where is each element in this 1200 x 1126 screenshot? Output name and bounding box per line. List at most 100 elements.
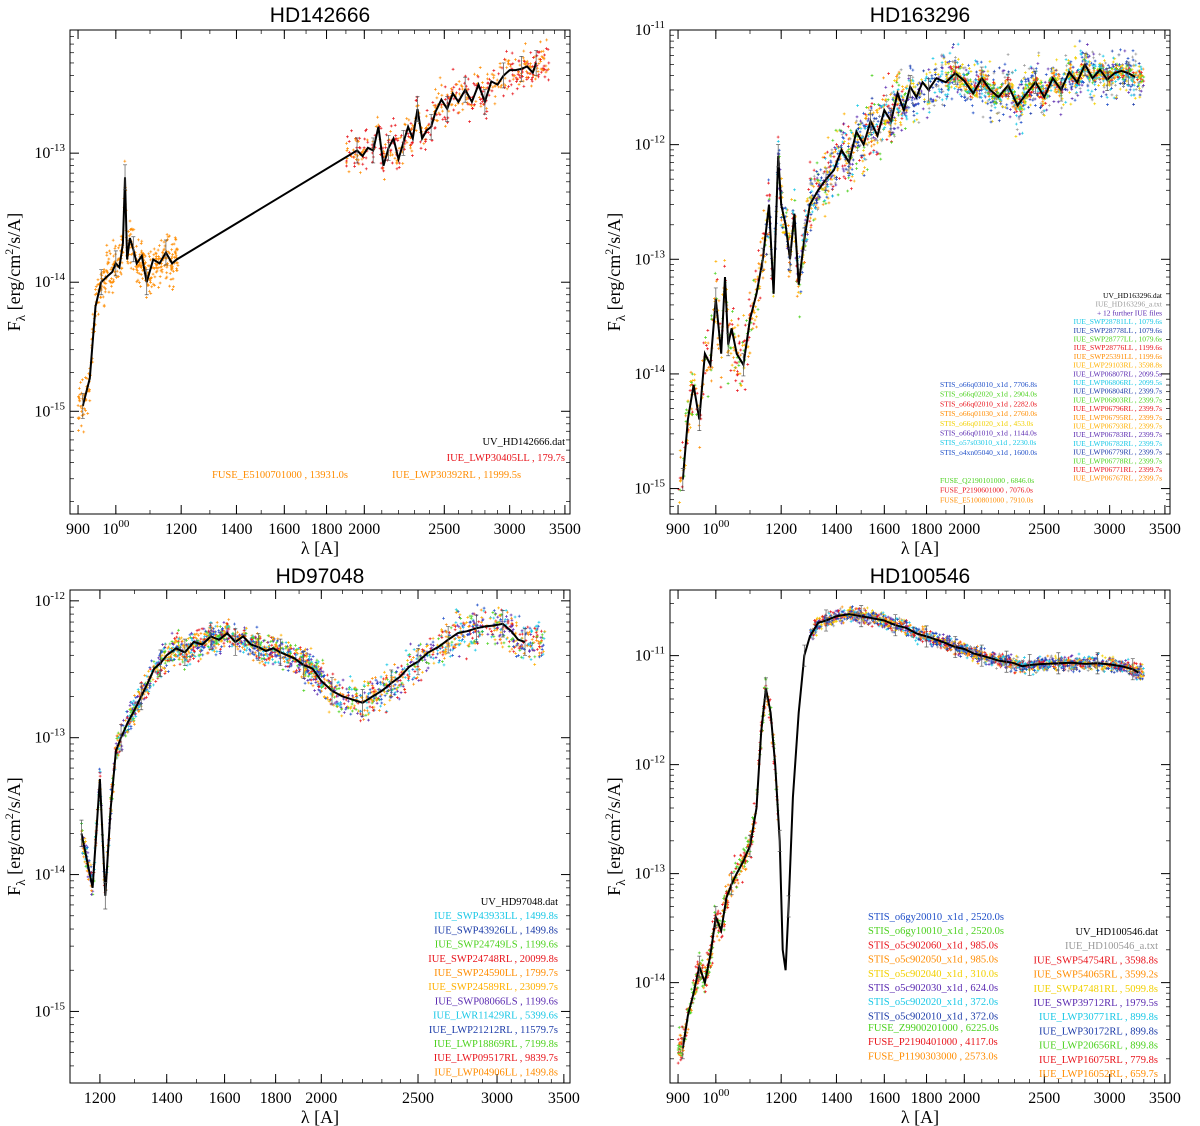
spectrum-point — [1043, 80, 1047, 84]
spectrum-point — [826, 171, 830, 174]
spectrum-point — [1013, 90, 1016, 93]
spectrum-point — [150, 276, 153, 280]
spectrum-point — [991, 97, 994, 101]
spectrum-point — [995, 111, 999, 115]
spectrum-point — [691, 379, 695, 382]
spectrum-point — [1018, 98, 1022, 101]
spectrum-point — [870, 144, 873, 148]
spectrum-point — [961, 66, 965, 70]
spectrum-point — [840, 143, 843, 147]
spectrum-point — [831, 138, 835, 142]
spectrum-point — [1131, 55, 1134, 59]
spectrum-point — [861, 134, 865, 138]
spectrum-point — [292, 670, 296, 674]
spectrum-point — [695, 391, 699, 395]
spectrum-point — [810, 210, 814, 214]
spectrum-point — [440, 93, 444, 97]
spectrum-point — [870, 139, 874, 143]
spectrum-point — [719, 376, 723, 379]
spectrum-point — [405, 140, 409, 144]
spectrum-point — [892, 90, 896, 94]
spectrum-point — [1137, 76, 1141, 79]
spectrum-point — [819, 176, 823, 180]
spectrum-point — [144, 260, 148, 264]
spectrum-point — [823, 198, 827, 202]
spectrum-point — [151, 282, 155, 286]
spectrum-point — [690, 383, 694, 387]
spectrum-point — [1097, 76, 1101, 79]
spectrum-point — [145, 296, 148, 299]
spectrum-point — [714, 279, 718, 283]
spectrum-point — [102, 303, 106, 307]
spectrum-point — [1118, 63, 1121, 66]
spectrum-point — [1002, 69, 1006, 72]
spectrum-point — [765, 252, 768, 256]
spectrum-point — [993, 89, 997, 93]
spectrum-point — [541, 66, 545, 70]
spectrum-point — [779, 216, 783, 219]
spectrum-point — [1031, 76, 1035, 80]
spectrum-point — [863, 112, 867, 116]
spectrum-point — [987, 95, 991, 98]
spectrum-point — [227, 618, 231, 621]
spectrum-point — [405, 117, 409, 120]
spectrum-point — [842, 112, 846, 116]
spectrum-point — [505, 66, 509, 70]
spectrum-point — [995, 88, 999, 91]
error-bar — [680, 468, 685, 491]
spectrum-point — [1093, 102, 1097, 106]
spectrum-point — [1103, 59, 1106, 62]
spectrum-point — [807, 187, 811, 191]
spectrum-point — [761, 236, 764, 240]
spectrum-point — [127, 230, 130, 233]
spectrum-point — [518, 63, 522, 67]
spectrum-point — [154, 252, 158, 256]
spectrum-point — [517, 59, 521, 63]
spectrum-point — [1046, 67, 1050, 71]
spectrum-point — [389, 129, 393, 133]
error-bar — [131, 236, 136, 263]
error-bar — [926, 78, 931, 102]
spectrum-point — [888, 107, 892, 110]
spectrum-point — [353, 155, 357, 159]
spectrum-point — [698, 445, 702, 449]
spectrum-point — [678, 488, 682, 492]
spectrum-point — [219, 647, 222, 651]
spectrum-point — [159, 269, 163, 273]
spectrum-point — [1041, 104, 1045, 108]
spectrum-point — [983, 87, 987, 91]
error-bar — [482, 88, 487, 115]
spectrum-point — [185, 639, 188, 642]
spectrum-point — [736, 369, 739, 373]
spectrum-point — [825, 150, 829, 154]
spectrum-point — [170, 242, 174, 246]
spectrum-point — [827, 170, 831, 174]
spectrum-point — [1025, 94, 1029, 98]
spectrum-point — [1069, 75, 1073, 79]
spectrum-point — [1129, 78, 1133, 82]
spectrum-point — [707, 365, 711, 369]
spectrum-point — [864, 158, 868, 162]
spectrum-point — [165, 233, 169, 236]
spectrum-point — [435, 113, 439, 117]
spectrum-point — [77, 395, 81, 399]
spectrum-point — [1027, 105, 1030, 109]
spectrum-point — [824, 202, 828, 205]
spectrum-point — [1037, 54, 1041, 58]
spectrum-point — [147, 252, 151, 256]
spectrum-point — [452, 108, 456, 112]
error-bar — [445, 96, 450, 122]
spectrum-point — [505, 49, 509, 53]
spectrum-point — [134, 267, 138, 271]
chart-title: HD163296 — [870, 4, 970, 27]
spectrum-point — [749, 304, 753, 308]
spectrum-point — [821, 203, 825, 206]
spectrum-point — [737, 334, 741, 338]
spectrum-point — [1131, 71, 1135, 75]
spectrum-point — [935, 95, 939, 98]
spectrum-point — [158, 281, 162, 285]
spectrum-point — [1042, 109, 1046, 113]
spectrum-point — [714, 259, 718, 263]
spectrum-point — [271, 658, 275, 661]
spectrum-point — [1078, 39, 1082, 43]
